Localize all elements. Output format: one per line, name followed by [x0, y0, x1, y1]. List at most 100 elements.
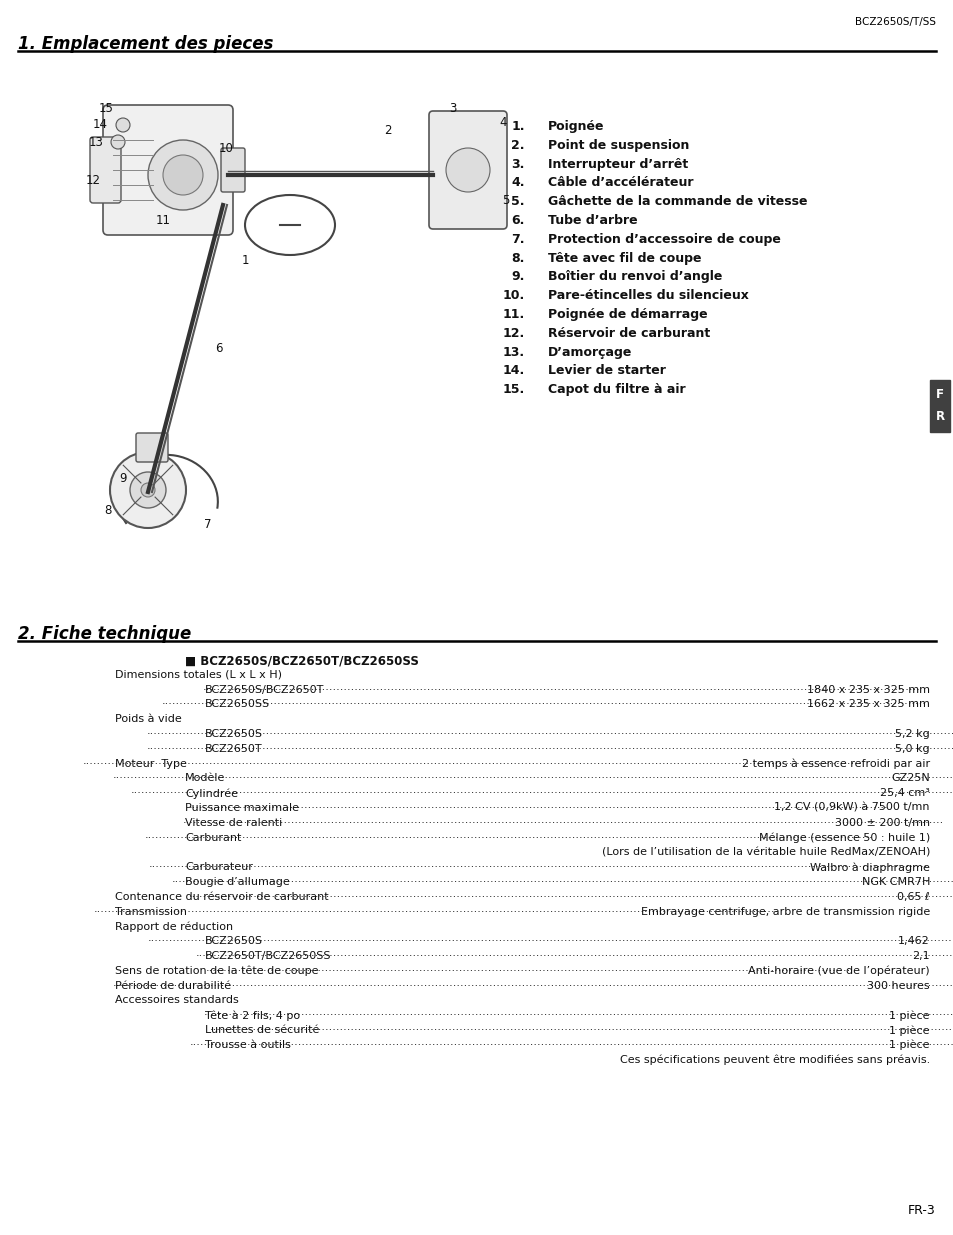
Circle shape [130, 472, 166, 508]
Text: F: F [935, 388, 943, 401]
Text: 3.: 3. [511, 158, 524, 170]
Text: ················································································: ········································… [82, 758, 861, 768]
Text: Cylindrée: Cylindrée [185, 788, 237, 799]
Text: 2,1: 2,1 [911, 951, 929, 961]
Text: 2 temps à essence refroidi par air: 2 temps à essence refroidi par air [741, 758, 929, 769]
Text: Tête avec fil de coupe: Tête avec fil de coupe [547, 252, 700, 264]
Text: 13: 13 [89, 136, 103, 148]
Text: D’amorçage: D’amorçage [547, 346, 632, 358]
Text: Contenance du réservoir de carburant: Contenance du réservoir de carburant [115, 892, 328, 902]
Text: 7: 7 [204, 519, 212, 531]
Text: ················································································: ········································… [147, 936, 953, 946]
Text: Modèle: Modèle [185, 773, 225, 783]
Text: ················································································: ········································… [189, 803, 887, 813]
Text: ················································································: ········································… [190, 1040, 953, 1050]
Text: BCZ2650T: BCZ2650T [205, 743, 262, 753]
Text: Carburateur: Carburateur [185, 862, 253, 872]
Text: 300 heures: 300 heures [866, 981, 929, 990]
Text: 14: 14 [92, 119, 108, 131]
Text: (Lors de l’utilisation de la véritable huile RedMax/ZENOAH): (Lors de l’utilisation de la véritable h… [601, 847, 929, 857]
Text: Puissance maximale: Puissance maximale [185, 803, 298, 813]
Text: 1 pièce: 1 pièce [888, 1025, 929, 1035]
FancyBboxPatch shape [221, 148, 245, 191]
Text: ················································································: ········································… [93, 906, 778, 916]
Text: 6: 6 [215, 342, 223, 354]
FancyBboxPatch shape [429, 111, 506, 228]
Text: 8: 8 [104, 504, 112, 516]
Text: 15: 15 [98, 101, 113, 115]
FancyBboxPatch shape [136, 433, 168, 462]
FancyBboxPatch shape [103, 105, 233, 235]
FancyBboxPatch shape [929, 380, 949, 432]
Text: Ces spécifications peuvent être modifiées sans préavis.: Ces spécifications peuvent être modifiée… [619, 1055, 929, 1065]
Text: 1 pièce: 1 pièce [888, 1040, 929, 1050]
Text: ················································································: ········································… [113, 981, 953, 990]
Text: Transmission: Transmission [115, 906, 187, 916]
Text: 1.: 1. [511, 120, 524, 133]
Text: ················································································: ········································… [112, 773, 953, 783]
Text: BCZ2650S: BCZ2650S [205, 936, 263, 946]
Text: ················································································: ········································… [145, 832, 873, 842]
Text: ················································································: ········································… [196, 951, 953, 961]
Text: ················································································: ········································… [206, 966, 850, 976]
Text: Gâchette de la commande de vitesse: Gâchette de la commande de vitesse [547, 195, 806, 209]
Text: 0,65 ℓ: 0,65 ℓ [897, 892, 929, 902]
Circle shape [111, 135, 125, 149]
Text: Capot du filtre à air: Capot du filtre à air [547, 383, 685, 396]
Text: BCZ2650S: BCZ2650S [205, 729, 263, 739]
Text: Trousse à outils: Trousse à outils [205, 1040, 291, 1050]
Text: Lunettes de sécurité: Lunettes de sécurité [205, 1025, 319, 1035]
Text: 12.: 12. [502, 327, 524, 340]
Circle shape [446, 148, 490, 191]
Text: Poignée: Poignée [547, 120, 604, 133]
Text: Walbro à diaphragme: Walbro à diaphragme [809, 862, 929, 873]
Text: BCZ2650S/BCZ2650T: BCZ2650S/BCZ2650T [205, 684, 324, 694]
Text: GZ25N: GZ25N [890, 773, 929, 783]
Text: Période de durabilité: Période de durabilité [115, 981, 231, 990]
Text: ················································································: ········································… [161, 699, 925, 709]
Text: 9: 9 [119, 472, 127, 484]
Text: 2. Fiche technique: 2. Fiche technique [18, 625, 191, 643]
Text: Poids à vide: Poids à vide [115, 714, 182, 724]
Text: 10: 10 [218, 142, 233, 154]
Text: 13.: 13. [502, 346, 524, 358]
Text: 4: 4 [498, 116, 506, 128]
Circle shape [148, 140, 218, 210]
Text: 2.: 2. [511, 138, 524, 152]
Text: 1. Emplacement des pieces: 1. Emplacement des pieces [18, 35, 274, 53]
Text: 1: 1 [241, 253, 249, 267]
Text: ················································································: ········································… [131, 788, 953, 798]
Text: 9.: 9. [511, 270, 524, 283]
Text: BCZ2650T/BCZ2650SS: BCZ2650T/BCZ2650SS [205, 951, 331, 961]
Text: 12: 12 [86, 173, 100, 186]
Text: Interrupteur d’arrêt: Interrupteur d’arrêt [547, 158, 687, 170]
Text: Protection d’accessoire de coupe: Protection d’accessoire de coupe [547, 233, 781, 246]
Text: 11: 11 [155, 214, 171, 226]
Text: NGK CMR7H: NGK CMR7H [861, 877, 929, 887]
Text: Mélange (essence 50 : huile 1): Mélange (essence 50 : huile 1) [758, 832, 929, 844]
Text: Boîtier du renvoi d’angle: Boîtier du renvoi d’angle [547, 270, 721, 283]
Text: R: R [935, 410, 943, 424]
Circle shape [163, 156, 203, 195]
Text: ················································································: ········································… [147, 743, 953, 753]
Text: 8.: 8. [511, 252, 524, 264]
Text: Embrayage centrifuge, arbre de transmission rigide: Embrayage centrifuge, arbre de transmiss… [640, 906, 929, 916]
Text: FR-3: FR-3 [907, 1204, 935, 1216]
Text: BCZ2650SS: BCZ2650SS [205, 699, 270, 709]
Text: 25,4 cm³: 25,4 cm³ [880, 788, 929, 798]
Text: ■ BCZ2650S/BCZ2650T/BCZ2650SS: ■ BCZ2650S/BCZ2650T/BCZ2650SS [185, 655, 418, 668]
Text: Tube d’arbre: Tube d’arbre [547, 214, 637, 227]
Text: Dimensions totales (L x L x H): Dimensions totales (L x L x H) [115, 669, 282, 679]
Circle shape [141, 483, 154, 496]
Text: ················································································: ········································… [204, 1010, 953, 1020]
Text: 14.: 14. [502, 364, 524, 378]
Text: 4.: 4. [511, 177, 524, 189]
Text: Réservoir de carburant: Réservoir de carburant [547, 327, 709, 340]
Text: 2: 2 [384, 124, 392, 137]
Text: 1840 x 235 x 325 mm: 1840 x 235 x 325 mm [806, 684, 929, 694]
Text: ················································································: ········································… [203, 684, 920, 694]
Text: ················································································: ········································… [210, 1025, 953, 1035]
Text: 5,2 kg: 5,2 kg [894, 729, 929, 739]
Text: 7.: 7. [511, 233, 524, 246]
Text: 5: 5 [502, 194, 509, 206]
